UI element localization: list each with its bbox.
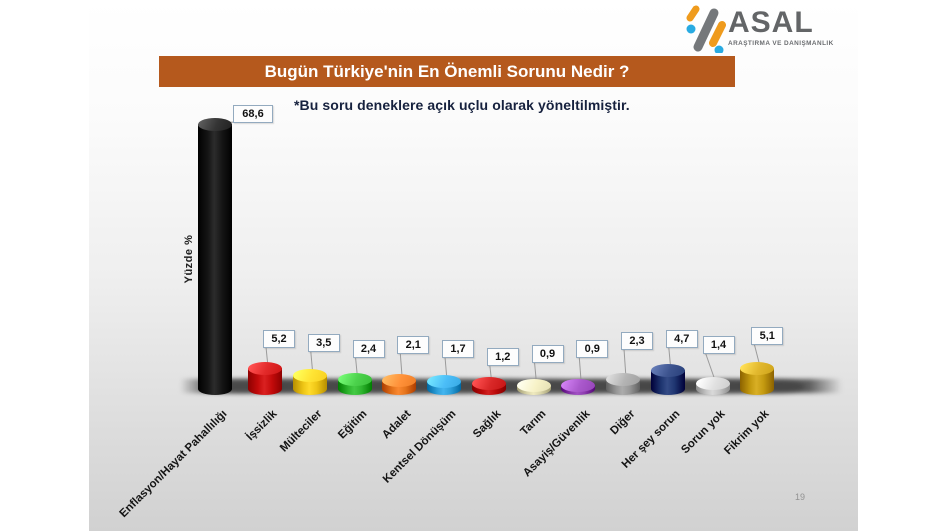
methodology-note: *Bu soru deneklere açık uçlu olarak yöne…: [294, 97, 630, 113]
brand-name: ASAL: [728, 6, 814, 39]
bar-top-cap: [650, 363, 685, 377]
chart-title-bar: Bugün Türkiye'nin En Önemli Sorunu Nedir…: [159, 56, 735, 87]
bar: [198, 124, 232, 395]
value-label: 4,7: [665, 330, 698, 348]
y-axis-label: Yüzde %: [183, 234, 195, 284]
value-label: 2,3: [621, 332, 653, 350]
brand-tagline: ARAŞTIRMA VE DANIŞMANLIK: [728, 40, 834, 47]
value-label: 2,1: [397, 336, 430, 354]
bar-top-cap: [561, 378, 596, 392]
bar-top-cap: [292, 368, 327, 382]
bar-top-cap: [695, 376, 730, 390]
value-label: 1,7: [442, 340, 474, 358]
value-label: 3,5: [307, 334, 340, 352]
bar-top-cap: [471, 377, 506, 391]
page-number: 19: [795, 492, 806, 502]
value-label: 0,9: [576, 340, 609, 358]
bar-top-cap: [516, 378, 551, 392]
asal-logo: ASAL ARAŞTIRMA VE DANIŞMANLIK: [684, 5, 834, 53]
value-label: 1,2: [486, 348, 519, 366]
value-label: 0,9: [531, 345, 564, 363]
bar-top-cap: [740, 362, 775, 376]
bar-top-cap: [248, 361, 282, 375]
value-label: 68,6: [233, 105, 273, 123]
bar-top-cap: [198, 117, 232, 131]
value-label: 5,2: [263, 330, 295, 348]
asal-logo-text: ASAL ARAŞTIRMA VE DANIŞMANLIK: [728, 6, 834, 48]
value-label: 2,4: [352, 340, 385, 358]
value-label: 1,4: [702, 336, 735, 354]
bar-top-cap: [427, 375, 461, 389]
value-label: 5,1: [751, 327, 784, 345]
bar-top-cap: [337, 372, 372, 386]
asal-logo-icon: [686, 5, 726, 53]
bar-top-cap: [382, 373, 417, 387]
bar-top-cap: [606, 373, 640, 387]
